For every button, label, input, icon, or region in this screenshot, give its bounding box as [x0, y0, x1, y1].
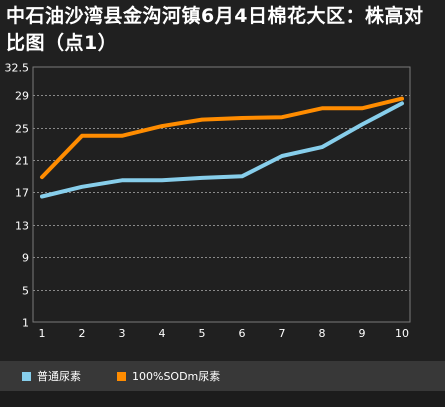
legend-label-series-2: 100%SODm尿素: [132, 370, 221, 383]
y-tick-label: 9: [22, 252, 29, 265]
plot-frame: [32, 66, 411, 323]
y-tick-label: 32.5: [5, 62, 30, 75]
x-tick-label: 3: [119, 327, 126, 340]
legend-swatch-series-1: [22, 371, 31, 381]
x-tick-label: 5: [199, 327, 206, 340]
x-tick-label: 7: [279, 327, 286, 340]
x-tick-label: 6: [239, 327, 246, 340]
chart-title: 中石油沙湾县金沟河镇6月4日棉花大区：株高对比图（点1）: [6, 5, 424, 54]
y-tick-label: 29: [15, 90, 29, 103]
x-tick-label: 8: [319, 327, 326, 340]
x-tick-label: 1: [39, 327, 46, 340]
y-tick-label: 17: [15, 187, 29, 200]
x-tick-label: 4: [159, 327, 166, 340]
legend-label-series-1: 普通尿素: [37, 370, 81, 383]
y-tick-label: 13: [15, 220, 29, 233]
plot-area: 32.5 29 25 21 17 13 9 5 11 2 3 4 5 6 7 8 9 10: [5, 62, 411, 340]
legend-swatch-series-2: [117, 371, 126, 381]
series-line-2: [40, 96, 404, 180]
legend-item-series-1[interactable]: 普通尿素: [22, 369, 81, 383]
y-tick-label: 1: [22, 317, 29, 330]
legend-item-series-2[interactable]: 100%SODm尿素: [117, 369, 220, 383]
x-tick-label: 2: [79, 327, 86, 340]
y-tick-label: 25: [15, 123, 29, 136]
x-tick-label: 10: [395, 327, 409, 340]
y-tick-label: 5: [22, 285, 29, 298]
x-tick-label: 9: [359, 327, 366, 340]
y-tick-label: 21: [15, 155, 29, 168]
series-line-1: [40, 101, 404, 199]
bottom-strip: [0, 391, 445, 407]
legend: 普通尿素 100%SODm尿素: [0, 361, 445, 391]
